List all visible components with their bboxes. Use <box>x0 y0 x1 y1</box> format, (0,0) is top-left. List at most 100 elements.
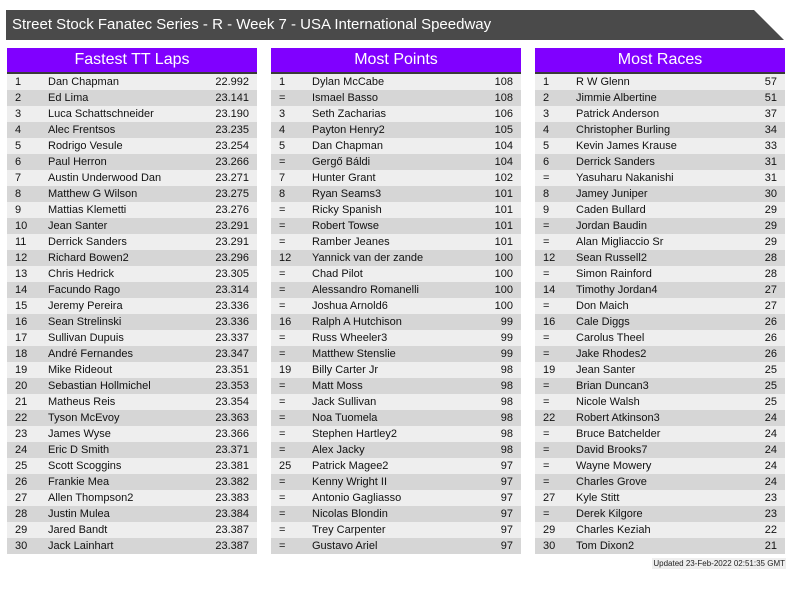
value-cell: 23.235 <box>215 124 249 136</box>
table-row: = Matthew Stenslie 99 <box>271 346 521 362</box>
table-row: = Carolus Theel 26 <box>535 330 785 346</box>
value-cell: 23.384 <box>215 508 249 520</box>
rank-cell: 4 <box>279 124 286 136</box>
value-cell: 97 <box>500 492 513 504</box>
rank-cell: = <box>543 348 550 360</box>
driver-name-cell: Jack Sullivan <box>312 396 377 408</box>
value-cell: 26 <box>764 316 777 328</box>
driver-name-cell: Trey Carpenter <box>312 524 386 536</box>
value-cell: 31 <box>764 156 777 168</box>
table-row: 20 Sebastian Hollmichel 23.353 <box>7 378 257 394</box>
value-cell: 98 <box>500 380 513 392</box>
value-cell: 21 <box>764 540 777 552</box>
rank-cell: = <box>279 412 286 424</box>
table-row: 14 Facundo Rago 23.314 <box>7 282 257 298</box>
driver-name-cell: Nicolas Blondin <box>312 508 388 520</box>
driver-name-cell: Matt Moss <box>312 380 363 392</box>
table-body: 1 Dan Chapman 22.992 2 Ed Lima 23.141 3 Luca Sc… <box>7 74 257 554</box>
rank-cell: 19 <box>15 364 28 376</box>
driver-name-cell: Jack Lainhart <box>48 540 114 552</box>
driver-name-cell: Jimmie Albertine <box>576 92 657 104</box>
driver-name-cell: Ryan Seams3 <box>312 188 382 200</box>
table-row: 4 Christopher Burling 34 <box>535 122 785 138</box>
rank-cell: 12 <box>15 252 28 264</box>
table-row: = Chad Pilot 100 <box>271 266 521 282</box>
table-row: 25 Scott Scoggins 23.381 <box>7 458 257 474</box>
value-cell: 23.296 <box>215 252 249 264</box>
driver-name-cell: Stephen Hartley2 <box>312 428 397 440</box>
driver-name-cell: Dan Chapman <box>312 140 383 152</box>
table-row: = Gustavo Ariel 97 <box>271 538 521 554</box>
driver-name-cell: Caden Bullard <box>576 204 646 216</box>
table-row: = Stephen Hartley2 98 <box>271 426 521 442</box>
value-cell: 23.337 <box>215 332 249 344</box>
value-cell: 98 <box>500 412 513 424</box>
driver-name-cell: Matheus Reis <box>48 396 116 408</box>
rank-cell: 10 <box>15 220 28 232</box>
table-row: 29 Charles Keziah 22 <box>535 522 785 538</box>
table-row: = Trey Carpenter 97 <box>271 522 521 538</box>
rank-cell: = <box>279 444 286 456</box>
driver-name-cell: Matthew G Wilson <box>48 188 138 200</box>
rank-cell: 30 <box>543 540 556 552</box>
rank-cell: 22 <box>15 412 28 424</box>
table-row: 19 Mike Rideout 23.351 <box>7 362 257 378</box>
rank-cell: 17 <box>15 332 28 344</box>
driver-name-cell: Charles Grove <box>576 476 647 488</box>
rank-cell: 22 <box>543 412 556 424</box>
driver-name-cell: Joshua Arnold6 <box>312 300 388 312</box>
driver-name-cell: Simon Rainford <box>576 268 652 280</box>
value-cell: 23.354 <box>215 396 249 408</box>
driver-name-cell: Payton Henry2 <box>312 124 385 136</box>
value-cell: 97 <box>500 460 513 472</box>
driver-name-cell: Nicole Walsh <box>576 396 640 408</box>
value-cell: 23.190 <box>215 108 249 120</box>
rank-cell: = <box>279 92 286 104</box>
driver-name-cell: Jake Rhodes2 <box>576 348 647 360</box>
driver-name-cell: Yasuharu Nakanishi <box>576 172 674 184</box>
driver-name-cell: Derek Kilgore <box>576 508 643 520</box>
driver-name-cell: Matthew Stenslie <box>312 348 396 360</box>
driver-name-cell: Gustavo Ariel <box>312 540 378 552</box>
driver-name-cell: Robert Towse <box>312 220 380 232</box>
value-cell: 24 <box>764 428 777 440</box>
table-row: 22 Robert Atkinson3 24 <box>535 410 785 426</box>
value-cell: 106 <box>494 108 513 120</box>
table-row: = Kenny Wright II 97 <box>271 474 521 490</box>
value-cell: 27 <box>764 284 777 296</box>
driver-name-cell: Tyson McEvoy <box>48 412 120 424</box>
rank-cell: 28 <box>15 508 28 520</box>
rank-cell: = <box>279 476 286 488</box>
value-cell: 104 <box>494 156 513 168</box>
driver-name-cell: Rodrigo Vesule <box>48 140 123 152</box>
table-row: 23 James Wyse 23.366 <box>7 426 257 442</box>
table-row: 1 Dan Chapman 22.992 <box>7 74 257 90</box>
value-cell: 23.141 <box>215 92 249 104</box>
rank-cell: 5 <box>543 140 550 152</box>
rank-cell: 3 <box>543 108 550 120</box>
driver-name-cell: Allen Thompson2 <box>48 492 134 504</box>
value-cell: 105 <box>494 124 513 136</box>
table-row: = Yasuharu Nakanishi 31 <box>535 170 785 186</box>
most-races-panel: Most Races 1 R W Glenn 57 2 Jimmie Albertine… <box>535 48 785 554</box>
table-row: 1 R W Glenn 57 <box>535 74 785 90</box>
rank-cell: 15 <box>15 300 28 312</box>
table-row: 30 Jack Lainhart 23.387 <box>7 538 257 554</box>
value-cell: 23.336 <box>215 316 249 328</box>
value-cell: 33 <box>764 140 777 152</box>
driver-name-cell: Bruce Batchelder <box>576 428 661 440</box>
value-cell: 24 <box>764 476 777 488</box>
table-row: = Jordan Baudin 29 <box>535 218 785 234</box>
table-row: = Simon Rainford 28 <box>535 266 785 282</box>
rank-cell: 29 <box>543 524 556 536</box>
table-row: 8 Ryan Seams3 101 <box>271 186 521 202</box>
rank-cell: 26 <box>15 476 28 488</box>
driver-name-cell: Billy Carter Jr <box>312 364 379 376</box>
driver-name-cell: Seth Zacharias <box>312 108 386 120</box>
driver-name-cell: Jean Santer <box>48 220 108 232</box>
value-cell: 37 <box>764 108 777 120</box>
rank-cell: 4 <box>543 124 550 136</box>
table-row: 12 Sean Russell2 28 <box>535 250 785 266</box>
value-cell: 101 <box>494 188 513 200</box>
value-cell: 97 <box>500 540 513 552</box>
